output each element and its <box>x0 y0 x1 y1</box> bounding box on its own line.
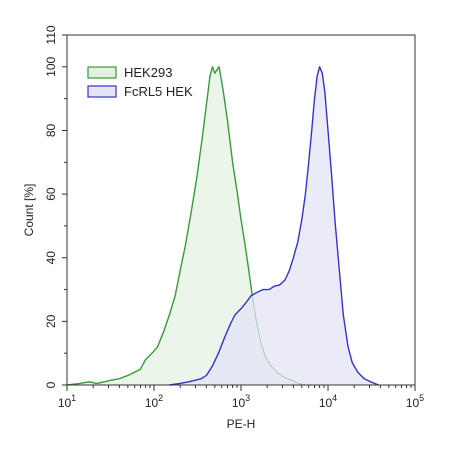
y-tick-label: 40 <box>44 251 58 265</box>
x-axis: 101 102 103 104 105 <box>58 385 424 410</box>
legend-label: FcRL5 HEK <box>124 84 193 99</box>
series-area-fcrl5-hek <box>169 66 379 385</box>
x-tick-label: 102 <box>145 393 163 410</box>
y-tick-label: 20 <box>44 314 58 328</box>
legend-swatch <box>87 85 117 98</box>
x-axis-title: PE-H <box>227 417 256 431</box>
y-axis-title: Count [%] <box>22 184 36 237</box>
series-line-fcrl5-hek <box>169 66 379 386</box>
legend-swatch <box>87 66 117 79</box>
y-tick-label: 100 <box>44 56 58 76</box>
legend-label: HEK293 <box>124 65 172 80</box>
y-tick-label: 0 <box>44 381 58 388</box>
series-layer <box>66 66 379 386</box>
y-tick-label: 110 <box>44 25 58 44</box>
x-tick-label: 103 <box>232 393 250 410</box>
y-axis: 0 20 40 60 80 100 110 <box>44 25 67 388</box>
x-tick-label: 104 <box>319 393 337 410</box>
legend-item-hek293: HEK293 <box>87 65 172 80</box>
y-tick-label: 60 <box>44 187 58 201</box>
x-tick-label: 105 <box>406 393 424 410</box>
x-tick-label: 101 <box>58 393 76 410</box>
legend: HEK293 FcRL5 HEK <box>87 65 193 99</box>
legend-item-fcrl5-hek: FcRL5 HEK <box>87 84 193 99</box>
y-tick-label: 80 <box>44 123 58 137</box>
